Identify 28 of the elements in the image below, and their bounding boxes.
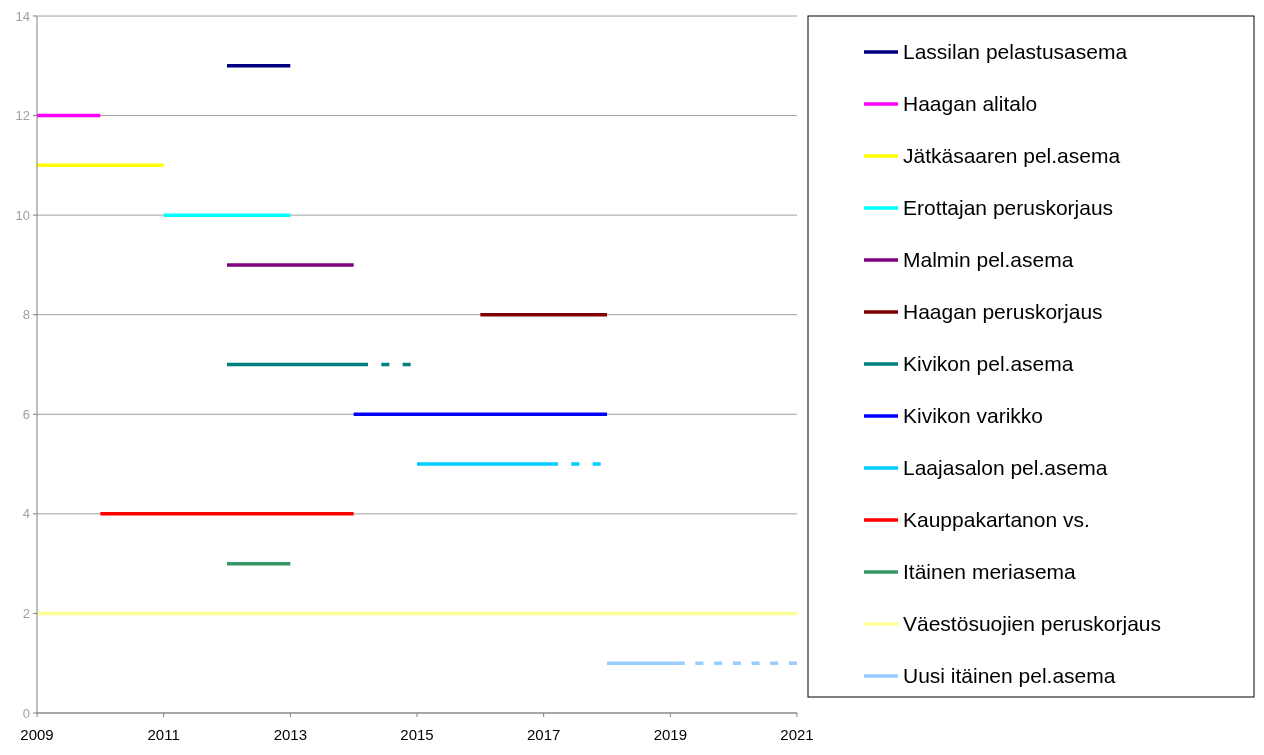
legend-label: Lassilan pelastusasema (903, 40, 1128, 64)
x-tick-label: 2013 (273, 726, 308, 743)
legend-label: Kivikon varikko (903, 404, 1044, 428)
x-tick-label: 2011 (147, 726, 180, 743)
legend-label: Jätkäsaaren pel.asema (903, 144, 1121, 168)
legend-label: Väestösuojien peruskorjaus (903, 612, 1161, 636)
legend-label: Laajasalon pel.asema (903, 456, 1108, 480)
y-tick-label: 6 (22, 406, 30, 422)
x-tick-label: 2017 (526, 726, 561, 743)
x-tick-label: 2021 (780, 726, 814, 743)
legend-label: Haagan alitalo (903, 92, 1038, 116)
x-tick-label: 2015 (400, 726, 434, 743)
legend-label: Haagan peruskorjaus (903, 300, 1103, 324)
y-tick-label: 4 (22, 506, 30, 522)
legend-label: Malmin pel.asema (903, 248, 1074, 272)
legend-label: Itäinen meriasema (903, 560, 1077, 584)
y-tick-label: 12 (15, 108, 30, 124)
legend-label: Kivikon pel.asema (903, 352, 1074, 376)
y-tick-label: 8 (22, 307, 30, 323)
x-tick-label: 2009 (20, 726, 54, 743)
x-tick-label: 2019 (653, 726, 688, 743)
y-tick-label: 10 (15, 207, 30, 223)
y-tick-label: 2 (22, 605, 30, 621)
legend-label: Erottajan peruskorjaus (903, 196, 1114, 220)
legend-label: Kauppakartanon vs. (903, 508, 1090, 532)
y-tick-label: 0 (22, 705, 30, 721)
y-tick-label: 14 (15, 8, 30, 24)
legend-label: Uusi itäinen pel.asema (903, 664, 1116, 688)
